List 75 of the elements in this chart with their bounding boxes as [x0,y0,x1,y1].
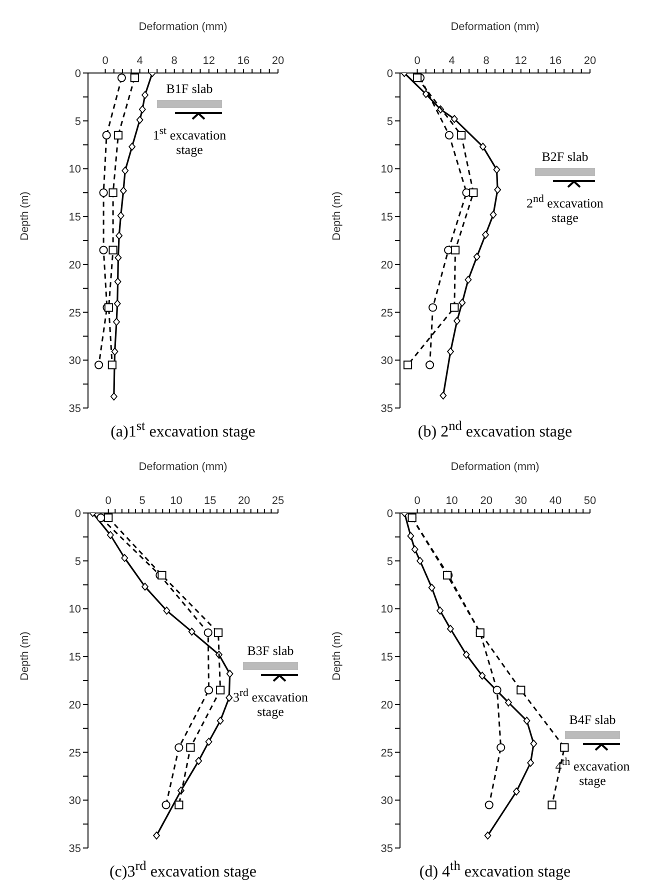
y-tick-label: 25 [380,307,393,320]
y-tick-label: 25 [68,747,81,760]
x-tick-label: 10 [170,495,182,507]
y-tick-label: 10 [68,604,81,616]
text: (a)1$^{st}$ excavation stage [110,418,256,442]
x-tick-label: 0 [414,55,420,67]
annotation: B2F slab [540,149,590,165]
y-tick-label: 5 [386,116,393,128]
annotation: B1F slab [165,81,214,97]
text: (b) 2$^{nd}$ excavation stage [416,418,574,442]
y-tick-label: 30 [380,795,393,808]
y-tick-label: 20 [68,259,81,272]
y-tick-label: 5 [74,556,81,568]
x-tick-label: 0 [102,55,108,67]
y-tick-label: 20 [380,699,393,712]
y-tick-label: 30 [380,355,393,368]
y-tick-label: 15 [380,212,393,224]
x-tick-label: 25 [272,495,284,507]
y-tick-label: 30 [68,795,81,808]
y-tick-label: 10 [380,164,393,176]
x-axis-title: Deformation (mm) [138,20,228,33]
x-tick-label: 0 [105,495,112,507]
y-tick-label: 20 [68,699,81,712]
y-tick-label: 15 [68,652,81,664]
y-tick-label: 0 [386,68,393,80]
x-tick-label: 16 [549,55,562,67]
y-tick-label: 25 [68,307,81,320]
y-tick-label: 30 [68,355,81,368]
x-tick-label: 0 [414,495,420,507]
y-axis-title: Depth (m) [330,632,343,680]
annotation: B4F slab [568,712,617,728]
y-tick-label: 0 [74,68,81,80]
text: (c)3$^{rd}$ excavation stage [108,858,258,882]
x-tick-label: 4 [448,55,455,67]
x-tick-label: 30 [514,495,528,507]
annotation: 1$^{st}$ excavation stage [152,124,228,158]
y-axis-title: Depth (m) [18,632,31,680]
y-tick-label: 35 [68,843,81,855]
annotation: B3F slab [246,643,295,659]
y-tick-label: 10 [380,604,393,616]
x-tick-label: 10 [446,495,458,507]
text: (d) 4$^{th}$ excavation stage [418,858,572,882]
x-tick-label: 12 [202,55,216,67]
y-tick-label: 0 [386,508,393,520]
x-axis-title: Deformation (mm) [138,460,228,473]
annotation: 3$^{rd}$ excavation stage [232,686,310,720]
y-tick-label: 15 [380,652,393,664]
y-tick-label: 35 [380,843,393,855]
x-tick-label: 20 [584,55,596,67]
x-tick-label: 50 [584,495,596,507]
x-tick-label: 20 [238,495,250,507]
annotation: 2$^{nd}$ excavation stage [526,192,604,226]
y-axis-title: Depth (m) [18,192,31,240]
y-tick-label: 20 [380,259,393,272]
x-tick-label: 20 [480,495,492,507]
y-tick-label: 0 [74,508,81,520]
x-tick-label: 4 [136,55,143,67]
x-tick-label: 8 [171,55,178,67]
y-axis-title: Depth (m) [330,192,343,240]
x-tick-label: 5 [139,495,146,507]
y-tick-label: 5 [74,116,81,128]
x-tick-label: 12 [514,55,528,67]
y-tick-label: 10 [68,164,81,176]
x-tick-label: 8 [483,55,490,67]
y-tick-label: 25 [380,747,393,760]
x-axis-title: Deformation (mm) [450,460,540,473]
y-tick-label: 15 [68,212,81,224]
x-axis-title: Deformation (mm) [450,20,540,33]
y-tick-label: 5 [386,556,393,568]
x-tick-label: 16 [237,55,250,67]
y-tick-label: 35 [380,403,393,415]
x-tick-label: 20 [272,55,284,67]
x-tick-label: 15 [204,495,216,507]
x-tick-label: 40 [549,495,562,507]
y-tick-label: 35 [68,403,81,415]
